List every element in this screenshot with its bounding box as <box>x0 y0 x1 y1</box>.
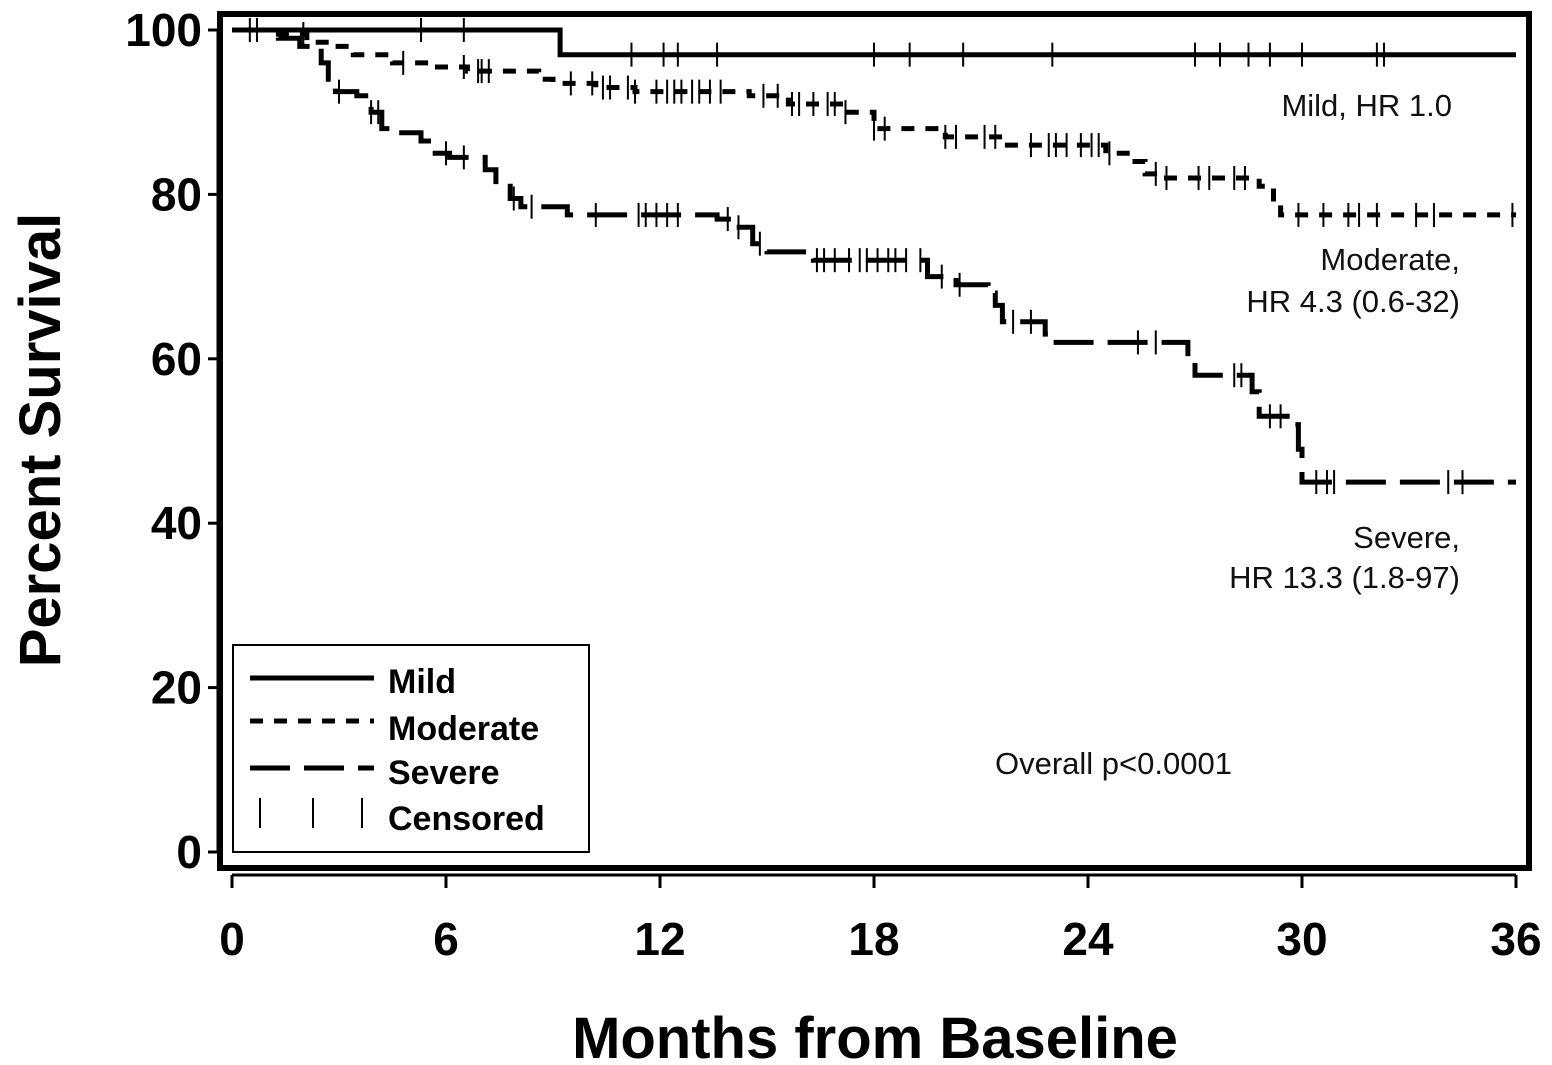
y-axis-title: Percent Survival <box>8 213 73 668</box>
x-tick-label: 24 <box>1062 913 1114 965</box>
x-axis-title: Months from Baseline <box>572 1006 1178 1065</box>
annotation-moderate-line1: Moderate, <box>1320 242 1460 277</box>
legend: Mild Moderate Severe Censored <box>232 644 590 853</box>
annotation-severe: Severe, HR 13.3 (1.8-97) <box>1229 520 1460 595</box>
annotation-moderate-line2: HR 4.3 (0.6-32) <box>1246 284 1460 319</box>
x-tick-label: 30 <box>1276 913 1327 965</box>
curve-severe <box>232 27 1516 485</box>
y-tick-label: 0 <box>176 826 202 878</box>
x-tick-label: 12 <box>634 913 685 965</box>
x-tick-label: 0 <box>219 913 245 965</box>
survival-curves <box>232 27 1516 485</box>
annotation-mild: Mild, HR 1.0 <box>1281 88 1452 123</box>
y-axis: 0 20 40 60 80 100 <box>125 4 220 878</box>
annotation-mild-line1: Mild, HR 1.0 <box>1281 88 1452 123</box>
plot-frame <box>217 11 1532 871</box>
legend-label-severe: Severe <box>388 754 500 792</box>
annotation-severe-line2: HR 13.3 (1.8-97) <box>1229 560 1460 595</box>
legend-label-censored: Censored <box>388 800 545 838</box>
x-tick-label: 6 <box>433 913 459 965</box>
curve-mild <box>232 27 1516 58</box>
x-tick-label: 36 <box>1490 913 1541 965</box>
annotation-moderate: Moderate, HR 4.3 (0.6-32) <box>1246 242 1460 319</box>
legend-swatch-censored <box>259 798 363 828</box>
y-tick-label: 100 <box>125 4 202 56</box>
y-tick-label: 40 <box>151 497 202 549</box>
censored-marks <box>248 18 1514 495</box>
x-axis: 0 6 12 18 24 30 36 <box>219 873 1542 965</box>
y-tick-label: 80 <box>151 168 202 220</box>
overall-p-value: Overall p<0.0001 <box>995 746 1232 781</box>
curve-moderate <box>232 27 1516 218</box>
annotation-severe-line1: Severe, <box>1353 520 1460 555</box>
y-tick-label: 60 <box>151 333 202 385</box>
y-tick-label: 20 <box>151 662 202 714</box>
legend-label-mild: Mild <box>388 663 456 701</box>
legend-label-moderate: Moderate <box>388 710 539 748</box>
x-tick-label: 18 <box>848 913 899 965</box>
